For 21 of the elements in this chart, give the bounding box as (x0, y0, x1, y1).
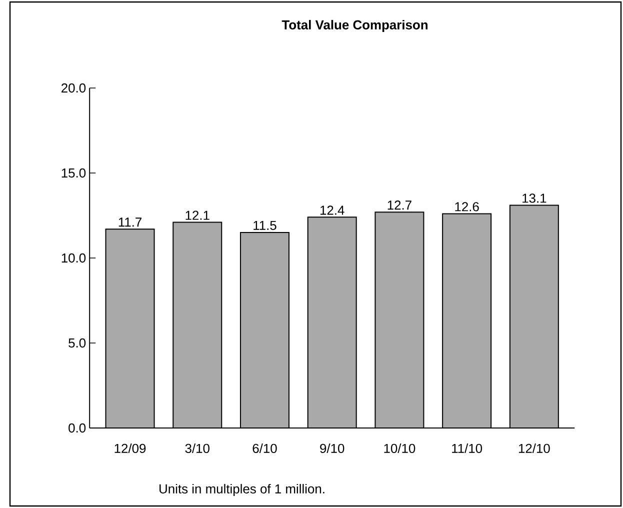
data-label: 13.1 (522, 194, 546, 203)
text: Units in multiples of 1 million. (160, 484, 324, 496)
y-tick-label: 15.0 (62, 168, 86, 178)
data-label: 11.5 (254, 220, 276, 230)
data-label: 12.7 (388, 200, 412, 210)
y-tick-label: 10.0 (62, 253, 86, 263)
y-tick-label: 0.0 (68, 423, 86, 433)
data-label: 12.6 (455, 202, 479, 212)
x-tick-label: 11/10 (452, 444, 482, 454)
data-label: 12.4 (320, 206, 344, 215)
y-tick-label: 20.0 (62, 83, 86, 93)
chart-title: Total Value Comparison (282, 20, 428, 32)
x-tick-label: 12/10 (518, 444, 550, 454)
data-label: 12.1 (186, 210, 210, 220)
x-tick-label: 9/10 (320, 444, 344, 454)
x-tick-label: 10/10 (384, 444, 416, 454)
x-tick-label: 12/09 (114, 444, 146, 454)
x-tick-label: 3/10 (185, 444, 210, 454)
x-tick-label: 6/10 (252, 444, 277, 454)
y-tick-label: 5.0 (68, 338, 86, 348)
data-label: 11.7 (118, 218, 142, 227)
